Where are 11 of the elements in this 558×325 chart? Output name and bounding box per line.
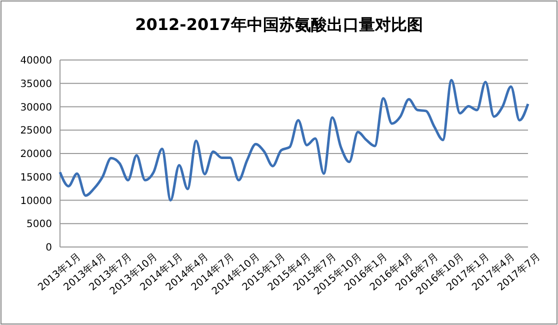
line-series (58, 78, 530, 202)
y-tick-label: 25000 (20, 126, 52, 137)
y-tick-label: 40000 (20, 56, 52, 66)
y-tick-label: 35000 (20, 78, 52, 90)
y-tick-label: 15000 (20, 172, 52, 184)
y-tick-label: 10000 (20, 196, 52, 207)
y-tick-label: 20000 (20, 149, 52, 160)
y-tick-label: 5000 (26, 219, 52, 230)
chart-title: 2012-2017年中国苏氨酸出口量对比图 (135, 15, 423, 34)
y-tick-label: 0 (46, 242, 52, 254)
y-tick-label: 30000 (20, 102, 52, 114)
